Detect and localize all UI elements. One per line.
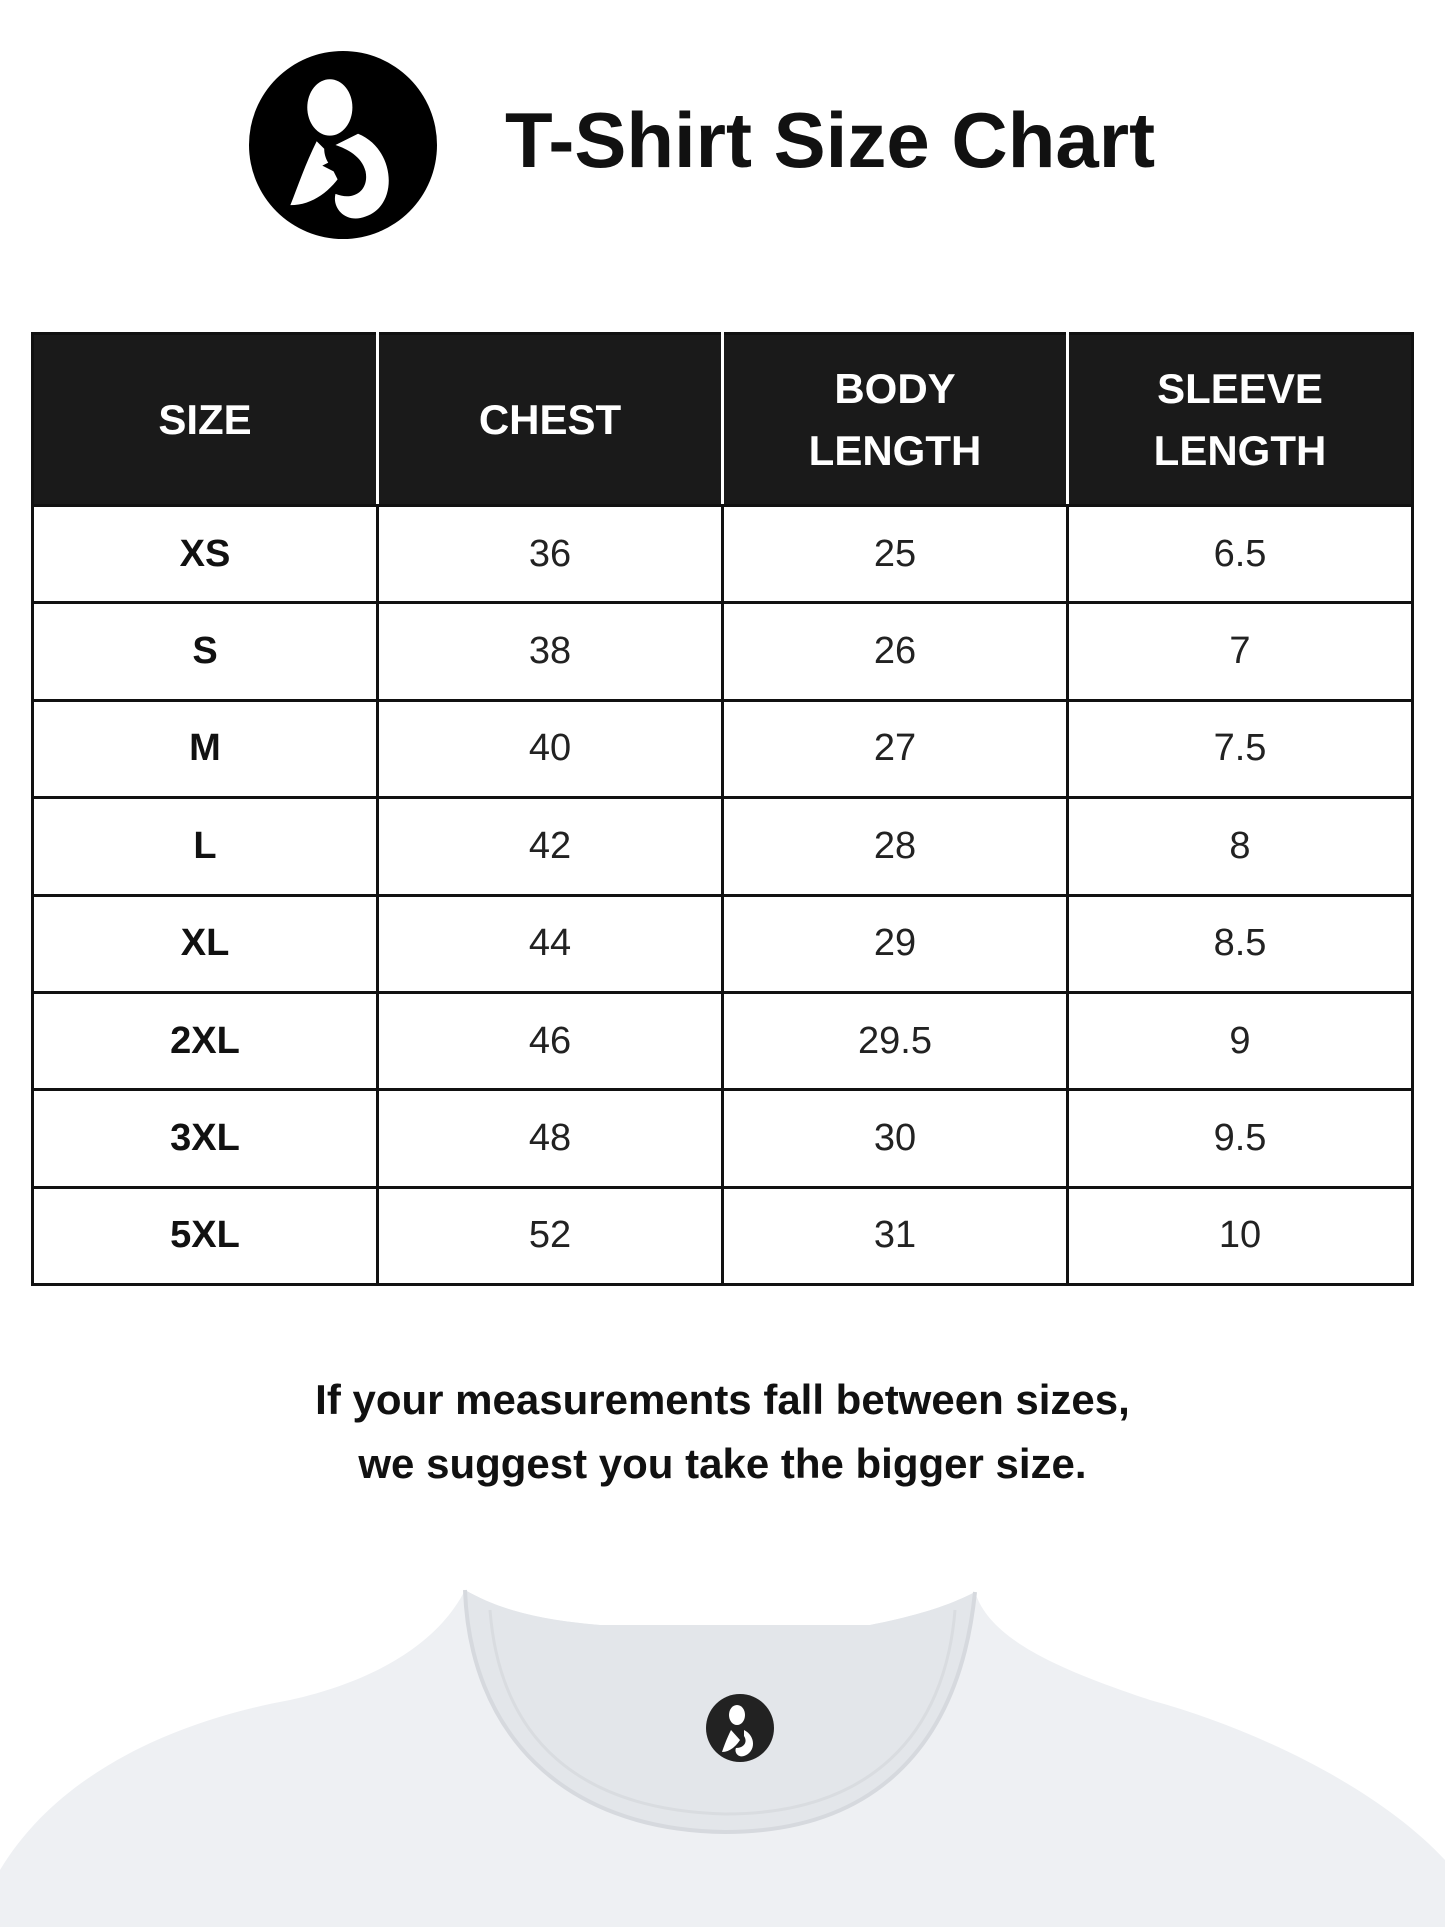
table-row: 3XL 48 30 9.5: [31, 1088, 1414, 1189]
sleeve-length-cell: 9.5: [1066, 1088, 1414, 1189]
sizing-note-line: we suggest you take the bigger size.: [358, 1440, 1087, 1487]
column-header-size: SIZE: [31, 332, 379, 507]
sleeve-length-cell: 6.5: [1066, 503, 1414, 605]
chest-cell: 38: [376, 601, 724, 702]
body-length-cell: 26: [721, 601, 1069, 702]
table-row: 2XL 46 29.5 9: [31, 990, 1414, 1092]
chest-cell: 48: [376, 1088, 724, 1189]
table-row: 5XL 52 31 10: [31, 1185, 1414, 1287]
sleeve-length-cell: 7: [1066, 601, 1414, 702]
header-label: SLEEVE: [1157, 364, 1323, 412]
body-length-cell: 29.5: [721, 990, 1069, 1092]
column-header-body-length: BODY LENGTH: [721, 332, 1069, 507]
sleeve-length-cell: 7.5: [1066, 698, 1414, 800]
table-row: L 42 28 8: [31, 796, 1414, 897]
size-cell: L: [31, 796, 379, 897]
header-label: SIZE: [158, 395, 252, 443]
table-row: XS 36 25 6.5: [31, 503, 1414, 605]
tshirt-image: [0, 1589, 1445, 1927]
table-row: S 38 26 7: [31, 601, 1414, 702]
sleeve-length-cell: 10: [1066, 1185, 1414, 1287]
size-cell: M: [31, 698, 379, 800]
column-header-sleeve-length: SLEEVE LENGTH: [1066, 332, 1414, 507]
body-length-cell: 29: [721, 893, 1069, 994]
size-cell: S: [31, 601, 379, 702]
sleeve-length-cell: 8.5: [1066, 893, 1414, 994]
chest-cell: 44: [376, 893, 724, 994]
body-length-cell: 27: [721, 698, 1069, 800]
tag-logo-icon: [706, 1694, 774, 1762]
sleeve-length-cell: 8: [1066, 796, 1414, 897]
sizing-note: If your measurements fall between sizes,…: [0, 1368, 1445, 1496]
column-header-chest: CHEST: [376, 332, 724, 507]
header-label: LENGTH: [1153, 426, 1327, 474]
chest-cell: 42: [376, 796, 724, 897]
header-label: CHEST: [478, 395, 622, 443]
body-length-cell: 25: [721, 503, 1069, 605]
sleeve-length-cell: 9: [1066, 990, 1414, 1092]
page-title: T-Shirt Size Chart: [505, 96, 1156, 184]
body-length-cell: 30: [721, 1088, 1069, 1189]
chest-cell: 46: [376, 990, 724, 1092]
size-chart-table: SIZE CHEST BODY LENGTH SLEEVE LENGTH XS 36 2…: [31, 332, 1414, 1287]
brand-logo-icon: [249, 51, 437, 239]
size-cell: 5XL: [31, 1185, 379, 1287]
body-length-cell: 28: [721, 796, 1069, 897]
table-header-row: SIZE CHEST BODY LENGTH SLEEVE LENGTH: [31, 332, 1414, 507]
size-cell: XS: [31, 503, 379, 605]
chest-cell: 36: [376, 503, 724, 605]
table-row: M 40 27 7.5: [31, 698, 1414, 800]
table-row: XL 44 29 8.5: [31, 893, 1414, 994]
header-label: LENGTH: [808, 426, 982, 474]
sizing-note-line: If your measurements fall between sizes,: [315, 1376, 1130, 1423]
body-length-cell: 31: [721, 1185, 1069, 1287]
size-cell: 2XL: [31, 990, 379, 1092]
chest-cell: 40: [376, 698, 724, 800]
size-cell: XL: [31, 893, 379, 994]
size-cell: 3XL: [31, 1088, 379, 1189]
header-label: BODY: [834, 364, 956, 412]
chest-cell: 52: [376, 1185, 724, 1287]
